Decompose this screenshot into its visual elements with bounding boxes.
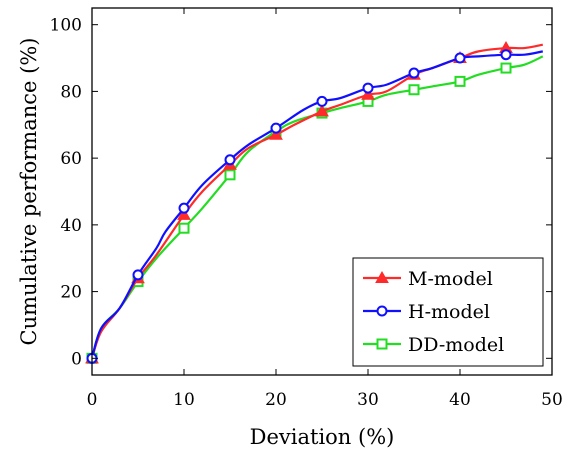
data-point-h-model [362,82,374,94]
data-point-m-model [177,207,191,220]
data-point-dd-model [178,222,190,234]
data-point-h-model [178,202,190,214]
legend-marker-m-model [375,270,389,283]
series-line-h-model [90,50,544,359]
y-tick-label: 40 [60,216,82,236]
x-tick-label: 50 [541,390,563,410]
data-point-h-model [316,95,328,107]
legend-label-dd-model: DD-model [408,334,504,356]
y-tick-label: 60 [60,149,82,169]
data-point-dd-model [454,75,466,87]
data-point-h-model [408,67,420,79]
plot-area [85,41,544,364]
data-point-dd-model [224,169,236,181]
data-point-h-model [132,269,144,281]
y-axis-label: Cumulative performance (%) [17,38,41,346]
y-tick-label: 100 [50,16,82,36]
legend-label-h-model: H-model [408,301,490,323]
x-tick-label: 40 [449,390,471,410]
data-point-h-model [454,52,466,64]
x-axis: 0 10 20 30 40 50 [87,8,563,410]
series-line-m-model [90,43,544,359]
y-tick-label: 80 [60,82,82,102]
x-tick-label: 0 [87,390,98,410]
data-point-m-model [361,87,375,100]
y-tick-label: 0 [71,349,82,369]
data-point-h-model [270,122,282,134]
legend-marker-dd-model [376,338,388,350]
plot-frame [91,7,553,376]
x-tick-label: 20 [265,390,287,410]
y-axis: 0 20 40 60 80 100 [50,16,552,369]
x-axis-label: Deviation (%) [250,425,395,449]
series-h-model [86,49,544,364]
x-tick-label: 10 [173,390,195,410]
data-point-m-model [269,127,283,140]
legend-label-m-model: M-model [408,268,493,290]
x-tick-label: 30 [357,390,379,410]
data-point-h-model [500,49,512,61]
data-point-h-model [224,154,236,166]
data-point-dd-model [500,62,512,74]
y-tick-label: 20 [60,283,82,303]
legend: M-model H-model DD-model [352,257,544,367]
data-point-dd-model [408,84,420,96]
legend-marker-h-model [376,305,388,317]
data-point-m-model [315,104,329,117]
